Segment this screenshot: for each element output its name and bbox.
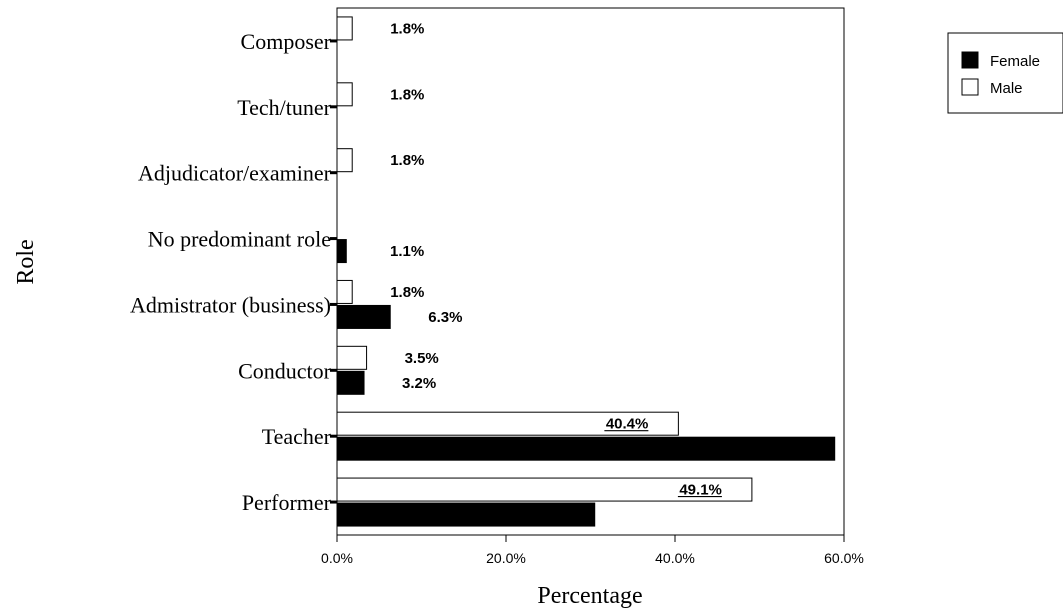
category-label-tech-tuner: Tech/tuner [237,95,331,120]
category-label-admistrator-business: Admistrator (business) [130,292,331,317]
data-label-male-tech-tuner: 1.8% [390,86,424,103]
legend-label-female: Female [990,53,1040,70]
x-tick-label-0: 0.0% [321,550,353,566]
plot-frame [336,7,845,536]
bar-female-teacher [336,436,836,461]
category-label-adjudicator-examiner: Adjudicator/examiner [138,161,332,186]
data-label-male-composer: 1.8% [390,20,424,37]
data-label-male-conductor: 3.5% [405,350,439,367]
data-label-male-teacher: 40.4% [606,416,649,433]
legend: Female Male [947,32,1063,114]
category-label-performer: Performer [242,490,332,515]
bar-female-performer [336,502,596,527]
bar-female-conductor [336,370,365,395]
bar-female-admistrator-business [336,304,391,329]
bar-female-no-predominant-role [336,239,347,264]
bar-male-adjudicator-examiner [336,148,353,173]
bar-male-conductor [336,345,368,370]
data-label-female-no-predominant-role: 1.1% [390,243,424,260]
data-label-male-admistrator-business: 1.8% [390,284,424,301]
x-tick-label-40: 40.0% [655,550,695,566]
data-label-female-admistrator-business: 6.3% [428,309,462,326]
data-label-male-performer: 49.1% [679,482,722,499]
legend-label-male: Male [990,80,1023,97]
data-label-male-adjudicator-examiner: 1.8% [390,152,424,169]
bar-male-composer [336,16,353,41]
category-label-teacher: Teacher [262,424,332,449]
legend-swatch-female [961,51,979,69]
category-label-conductor: Conductor [238,358,332,383]
data-label-female-conductor: 3.2% [402,375,436,392]
bar-male-tech-tuner [336,82,353,107]
x-tick-label-60: 60.0% [824,550,864,566]
category-label-no-predominant-role: No predominant role [148,227,331,252]
x-axis-title: Percentage [537,583,642,609]
y-axis: Composer Tech/tuner Adjudicator/examiner No… [130,29,337,515]
bars-group: 1.8%1.8%1.8%1.1%1.8%6.3%3.5%3.2%40.4%49.… [336,16,836,527]
bar-male-performer [336,477,753,502]
bar-male-admistrator-business [336,279,353,304]
legend-swatch-male [961,78,979,96]
category-label-composer: Composer [241,29,332,54]
bar-male-teacher [336,411,679,436]
legend-box [947,32,1063,114]
x-tick-label-20: 20.0% [486,550,526,566]
x-axis: 0.0% 20.0% 40.0% 60.0% [321,535,864,566]
y-axis-title: Role [13,239,39,284]
